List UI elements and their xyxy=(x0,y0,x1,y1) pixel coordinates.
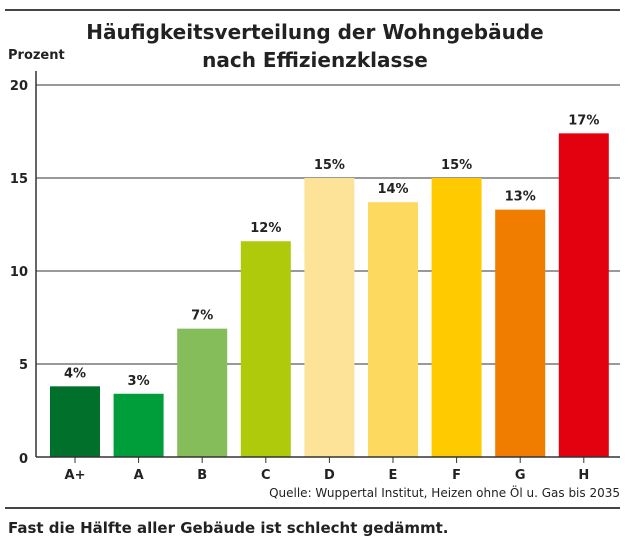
data-label: 3% xyxy=(128,374,150,389)
data-label: 13% xyxy=(505,190,536,205)
bar xyxy=(177,328,228,457)
x-tick-label: F xyxy=(452,468,461,483)
bar xyxy=(50,386,100,457)
x-tick-label: A+ xyxy=(65,468,86,483)
bar xyxy=(113,393,164,457)
x-tick-label: G xyxy=(515,468,526,483)
bar xyxy=(368,202,418,457)
chart-title-line-2: nach Effizienzklasse xyxy=(202,48,428,72)
x-tick-label: C xyxy=(261,468,271,483)
caption: Fast die Hälfte aller Gebäude ist schlec… xyxy=(8,519,449,537)
data-label: 7% xyxy=(191,309,213,324)
x-tick-label: H xyxy=(578,468,589,483)
bar xyxy=(431,178,482,457)
data-label: 14% xyxy=(377,182,408,197)
y-axis-label: Prozent xyxy=(8,48,65,63)
y-tick-label: 10 xyxy=(10,265,28,280)
x-tick-label: D xyxy=(324,468,335,483)
bar xyxy=(495,209,546,457)
source-note: Quelle: Wuppertal Institut, Heizen ohne … xyxy=(269,486,620,500)
data-label: 15% xyxy=(314,158,345,173)
top-rule xyxy=(5,9,620,11)
y-tick-label: 5 xyxy=(19,358,28,373)
data-label: 15% xyxy=(441,158,472,173)
bar xyxy=(304,178,355,457)
bottom-rule xyxy=(5,507,620,509)
x-tick-label: A xyxy=(134,468,144,483)
data-label: 4% xyxy=(64,366,86,381)
y-tick-label: 0 xyxy=(19,452,28,467)
chart-title: Häufigkeitsverteilung der Wohngebäude na… xyxy=(0,18,630,74)
chart-title-line-1: Häufigkeitsverteilung der Wohngebäude xyxy=(86,20,544,44)
x-tick-label: E xyxy=(389,468,398,483)
x-tick-label: B xyxy=(197,468,207,483)
data-label: 17% xyxy=(568,113,599,128)
data-label: 12% xyxy=(250,221,281,236)
bar xyxy=(558,133,609,458)
y-tick-label: 15 xyxy=(10,172,28,187)
y-tick-label: 20 xyxy=(10,79,28,94)
bar xyxy=(240,241,291,457)
